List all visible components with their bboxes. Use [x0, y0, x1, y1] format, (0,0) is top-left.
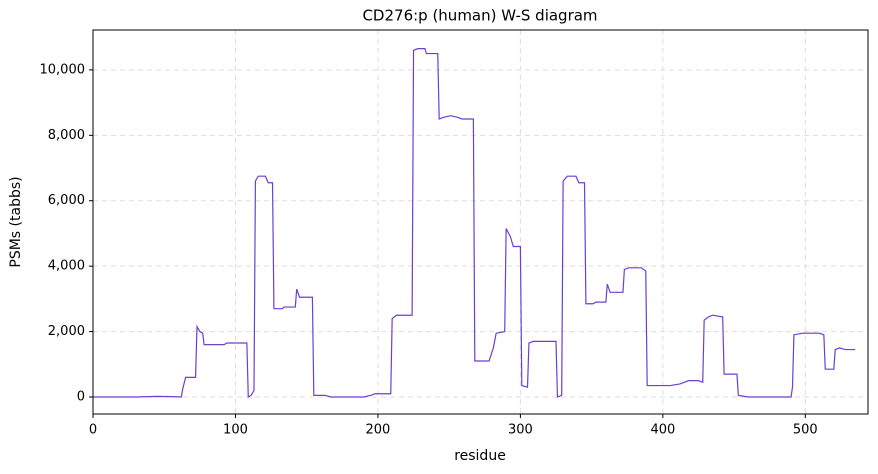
y-tick-label: 0	[77, 389, 85, 404]
y-tick-label: 8,000	[48, 128, 85, 143]
y-tick-label: 4,000	[48, 259, 85, 274]
plot-frame	[92, 29, 869, 415]
y-tick-label: 2,000	[48, 324, 85, 339]
x-tick-label: 300	[508, 423, 533, 438]
x-tick-label: 100	[223, 423, 248, 438]
chart-title: CD276:p (human) W-S diagram	[362, 7, 597, 25]
y-axis-label: PSMs (tabbs)	[8, 176, 24, 267]
x-tick-label: 500	[793, 423, 818, 438]
y-tick-label: 10,000	[40, 62, 86, 77]
x-tick-label: 400	[650, 423, 675, 438]
y-tick-label: 6,000	[48, 193, 85, 208]
x-axis-label: residue	[454, 448, 506, 464]
x-tick-label: 200	[366, 423, 391, 438]
x-tick-label: 0	[89, 423, 97, 438]
data-line	[93, 48, 856, 399]
